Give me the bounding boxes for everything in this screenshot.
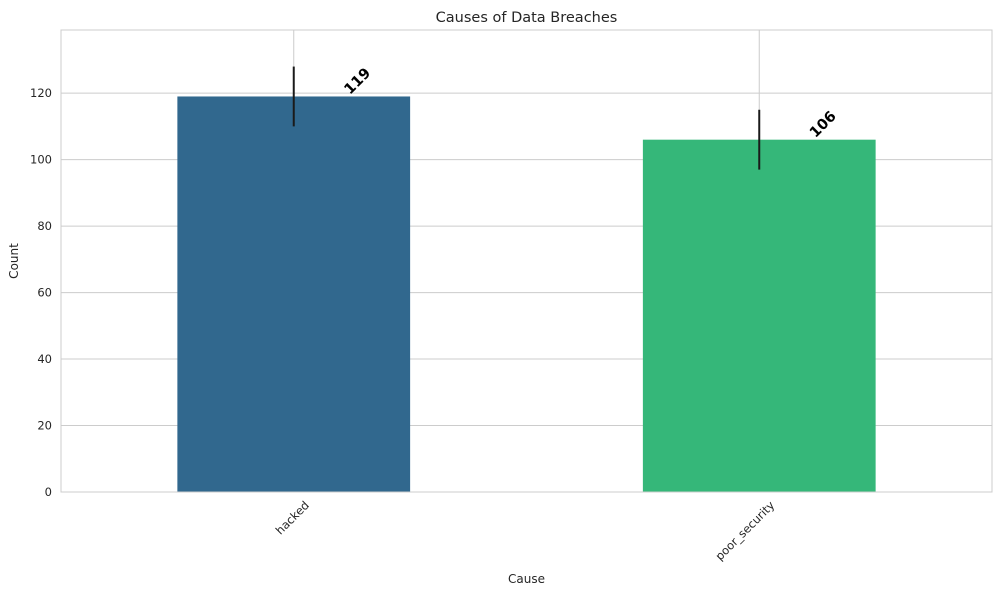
bars — [177, 96, 876, 492]
y-tick-label: 60 — [37, 286, 52, 300]
chart-title: Causes of Data Breaches — [436, 10, 618, 26]
y-tick-label: 0 — [45, 485, 52, 499]
y-axis-label: Count — [7, 243, 21, 279]
y-tick-label: 20 — [37, 419, 52, 433]
y-tick-label: 80 — [37, 219, 52, 233]
y-tick-label: 120 — [30, 86, 52, 100]
y-tick-label: 100 — [30, 153, 52, 167]
plot-frame — [60, 29, 993, 493]
y-tick-label: 40 — [37, 352, 52, 366]
bar-hacked — [177, 96, 411, 492]
bar-poor-security — [642, 139, 876, 492]
x-axis-label: Cause — [508, 572, 545, 586]
error-bars — [292, 66, 761, 170]
y-axis-ticks: 0 20 40 60 80 100 120 — [30, 86, 52, 499]
